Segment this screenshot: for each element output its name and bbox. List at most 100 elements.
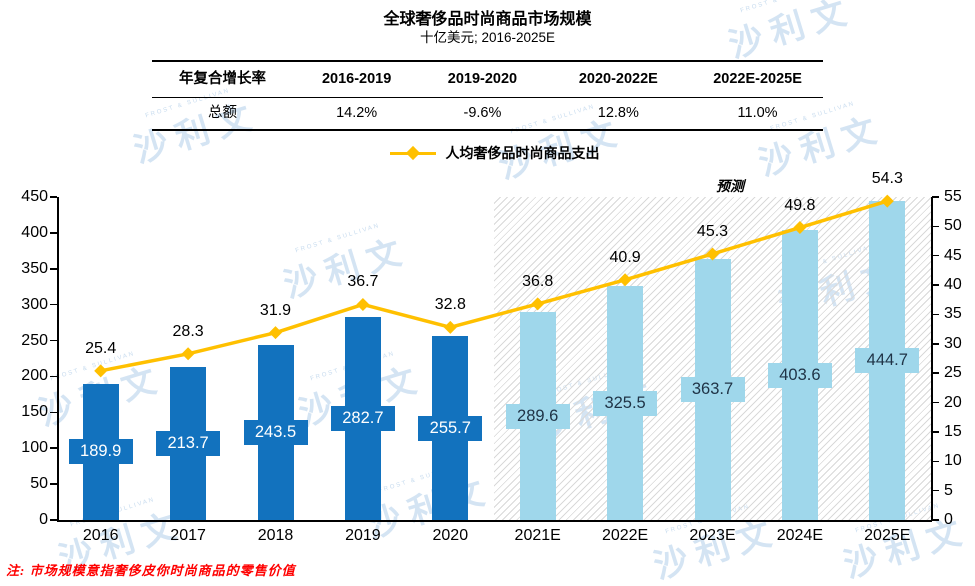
y-tick-left-350: 350 [21, 259, 48, 277]
bar-label-2025E: 444.7 [855, 347, 920, 373]
y-tick-mark-right-45 [932, 254, 939, 257]
line-point-label-2022E: 40.9 [609, 248, 641, 266]
x-tick-label-2022E: 2022E [601, 527, 649, 544]
line-marker-2016 [94, 364, 108, 378]
y-tick-mark-left-250 [50, 339, 57, 342]
y-tick-right-15: 15 [944, 422, 962, 440]
cagr-header-1: 2016-2019 [321, 71, 392, 87]
cagr-value-2: -9.6% [463, 105, 502, 121]
x-tick-label-2017: 2017 [170, 527, 206, 544]
line-marker-2020 [443, 320, 457, 334]
y-tick-mark-right-0 [932, 519, 939, 521]
cagr-table: 年复合增长率 2016-2019 2019-2020 2020-2022E 2022E-… [152, 60, 823, 131]
bar-label-2019: 282.7 [330, 406, 395, 432]
y-tick-right-0: 0 [944, 511, 953, 528]
y-tick-mark-left-400 [50, 232, 57, 234]
chart-subtitle: 十亿美元; 2016-2025E [419, 30, 556, 45]
y-tick-left-100: 100 [21, 439, 48, 457]
y-tick-mark-left-150 [50, 411, 57, 414]
chart-title: 全球奢侈品时尚商品市场规模 [383, 11, 592, 28]
y-tick-right-35: 35 [944, 305, 962, 323]
x-tick-label-2020: 2020 [432, 527, 469, 544]
line-point-label-2017: 28.3 [172, 322, 204, 340]
line-point-label-2024E: 49.8 [784, 196, 816, 214]
y-tick-mark-right-15 [932, 431, 939, 433]
x-tick-label-2024E: 2024E [776, 527, 824, 544]
y-tick-right-10: 10 [944, 452, 962, 470]
cagr-table-value-row: 总额 14.2% -9.6% 12.8% 11.0% [152, 98, 823, 129]
y-tick-left-0: 0 [39, 511, 48, 528]
y-tick-mark-left-100 [50, 447, 57, 449]
y-tick-right-40: 40 [944, 276, 962, 294]
cagr-header-4: 2022E-2025E [713, 71, 802, 87]
y-tick-right-25: 25 [944, 364, 962, 382]
cagr-header-2: 2019-2020 [447, 71, 518, 87]
bar-label-2017: 213.7 [156, 430, 221, 456]
bar-label-2018: 243.5 [243, 420, 308, 446]
y-tick-mark-left-200 [50, 375, 57, 378]
bar-label-2016: 189.9 [68, 439, 133, 465]
y-tick-mark-left-300 [50, 303, 57, 306]
legend-label: 人均奢侈品时尚商品支出 [445, 145, 600, 161]
cagr-header-3: 2020-2022E [578, 71, 658, 87]
y-tick-mark-left-50 [50, 483, 57, 485]
y-tick-right-50: 50 [944, 217, 962, 235]
y-tick-left-50: 50 [30, 475, 48, 493]
y-tick-left-200: 200 [21, 367, 48, 385]
bar-label-2022E: 325.5 [593, 390, 658, 416]
x-axis-line [57, 520, 932, 522]
line-marker-2019 [356, 297, 370, 311]
line-point-label-2016: 25.4 [85, 339, 117, 357]
line-marker-2018 [269, 326, 282, 340]
y-tick-left-250: 250 [21, 331, 48, 349]
y-tick-right-55: 55 [944, 188, 962, 205]
y-tick-mark-right-25 [932, 372, 939, 374]
cagr-value-4: 11.0% [737, 105, 778, 121]
cagr-header-0: 年复合增长率 [178, 71, 266, 87]
y-tick-left-450: 450 [21, 188, 48, 205]
line-point-label-2019: 36.7 [347, 273, 379, 291]
line-point-label-2023E: 45.3 [696, 222, 729, 240]
y-axis-right-line [931, 197, 933, 521]
y-tick-mark-right-50 [932, 225, 939, 228]
x-tick-label-2016: 2016 [82, 527, 119, 544]
cagr-value-1: 14.2% [336, 105, 378, 121]
line-point-label-2018: 31.9 [259, 301, 292, 319]
y-tick-right-5: 5 [944, 481, 953, 499]
y-tick-mark-left-450 [50, 196, 57, 198]
y-tick-mark-right-35 [932, 313, 939, 316]
line-point-label-2020: 32.8 [434, 296, 466, 314]
y-tick-left-150: 150 [21, 403, 48, 421]
y-tick-mark-right-40 [932, 284, 939, 286]
bar-label-2023E: 363.7 [680, 376, 745, 402]
bar-label-2021E: 289.6 [505, 403, 570, 429]
x-tick-label-2021E: 2021E [514, 527, 561, 544]
y-tick-left-400: 400 [21, 223, 48, 241]
y-tick-right-45: 45 [944, 246, 962, 264]
y-tick-right-20: 20 [944, 393, 962, 411]
y-tick-mark-right-5 [932, 489, 939, 492]
y-tick-mark-left-0 [50, 519, 57, 521]
x-tick-label-2018: 2018 [257, 527, 294, 544]
cagr-value-0: 总额 [207, 105, 237, 121]
x-tick-label-2025E: 2025E [864, 527, 911, 544]
x-tick-label-2019: 2019 [345, 527, 381, 544]
forecast-label: 预测 [716, 180, 744, 195]
y-axis-left-line [57, 197, 59, 521]
line-series-marker-icon [389, 145, 436, 161]
cagr-value-3: 12.8% [597, 105, 639, 121]
y-tick-mark-right-10 [932, 460, 939, 463]
line-marker-2017 [181, 347, 195, 361]
y-tick-right-30: 30 [944, 334, 962, 352]
line-point-label-2025E: 54.3 [871, 170, 903, 188]
bar-label-2020: 255.7 [418, 415, 483, 441]
y-tick-mark-right-55 [932, 196, 939, 198]
y-tick-left-300: 300 [21, 295, 48, 313]
cagr-table-header-row: 年复合增长率 2016-2019 2019-2020 2020-2022E 2022E-… [152, 62, 823, 98]
line-point-label-2021E: 36.8 [522, 272, 554, 290]
bar-label-2024E: 403.6 [767, 362, 832, 388]
footnote: 注: 市场规模意指奢侈皮你时尚商品的零售价值 [6, 563, 296, 578]
chart-legend: 人均奢侈品时尚商品支出 [0, 143, 975, 163]
